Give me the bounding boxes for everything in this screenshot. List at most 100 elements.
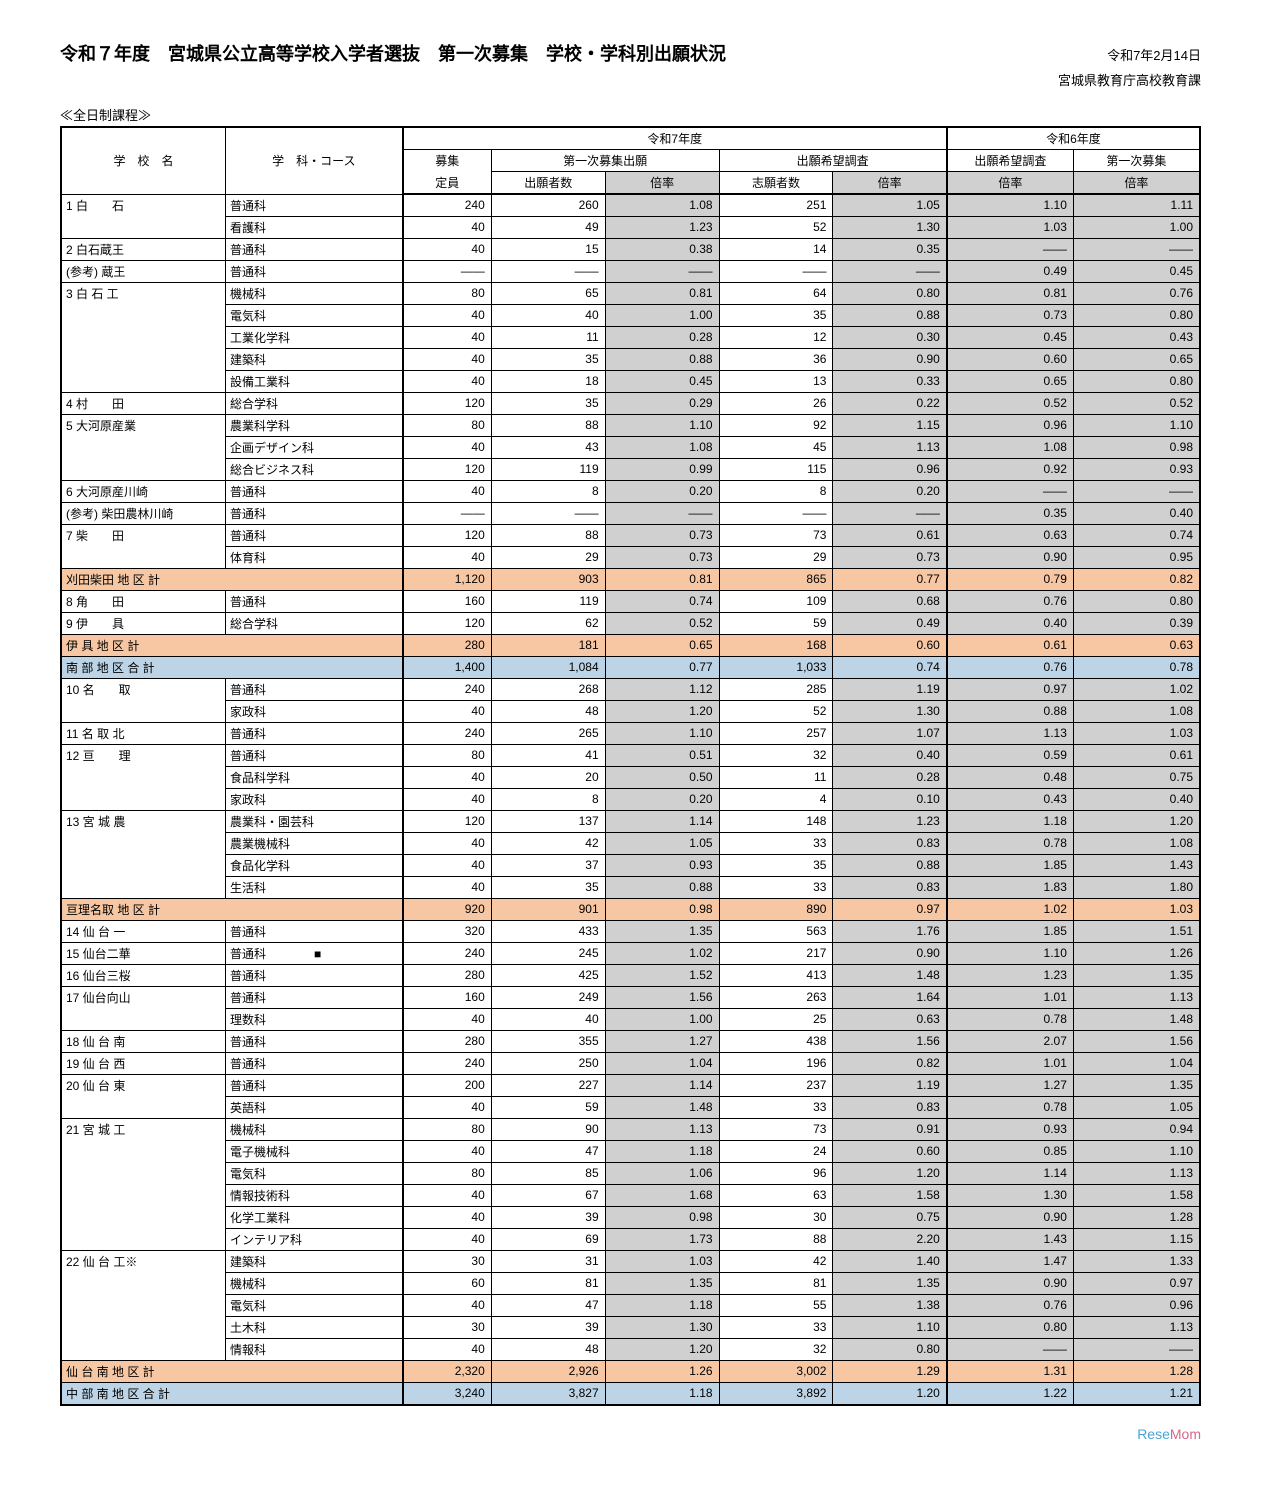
cell-school <box>61 854 226 876</box>
cell-capacity: 320 <box>403 920 492 942</box>
col-r7: 令和7年度 <box>403 127 947 150</box>
table-row: 総合ビジネス科1201190.991150.960.920.93 <box>61 458 1200 480</box>
cell-wish: 8 <box>719 480 833 502</box>
subtotal-label: 亘理名取 地 区 計 <box>61 898 403 920</box>
cell-prev-ratio-2: ―― <box>1073 480 1200 502</box>
cell-prev-ratio-1: 0.90 <box>947 1272 1074 1294</box>
cell-wish: 413 <box>719 964 833 986</box>
cell-wish: 33 <box>719 1316 833 1338</box>
cell-capacity: 240 <box>403 1052 492 1074</box>
cell-wish: 88 <box>719 1228 833 1250</box>
cell-course: 看護科 <box>226 216 403 238</box>
cell-wish-ratio: 0.33 <box>833 370 947 392</box>
cell-capacity: 2,320 <box>403 1360 492 1382</box>
cell-capacity: 40 <box>403 546 492 568</box>
cell-prev-ratio-2: 1.13 <box>1073 986 1200 1008</box>
cell-course: 総合学科 <box>226 392 403 414</box>
table-row: 情報技術科40671.68631.581.301.58 <box>61 1184 1200 1206</box>
cell-wish-ratio: 0.97 <box>833 898 947 920</box>
cell-wish-ratio: 1.07 <box>833 722 947 744</box>
cell-school: 19 仙 台 西 <box>61 1052 226 1074</box>
cell-course: 建築科 <box>226 348 403 370</box>
cell-school <box>61 216 226 238</box>
cell-ratio: ―― <box>605 260 719 282</box>
cell-prev-ratio-1: ―― <box>947 238 1074 260</box>
cell-school <box>61 1294 226 1316</box>
cell-wish-ratio: 1.20 <box>833 1162 947 1184</box>
cell-ratio: 0.77 <box>605 656 719 678</box>
cell-applicants: 1,084 <box>491 656 605 678</box>
cell-prev-ratio-1: ―― <box>947 1338 1074 1360</box>
cell-course: 普通科 <box>226 1030 403 1052</box>
cell-wish: 13 <box>719 370 833 392</box>
cell-wish-ratio: 1.35 <box>833 1272 947 1294</box>
cell-capacity: 280 <box>403 964 492 986</box>
subtotal-label: 南 部 地 区 合 計 <box>61 656 403 678</box>
cell-prev-ratio-2: 1.00 <box>1073 216 1200 238</box>
cell-prev-ratio-1: 1.02 <box>947 898 1074 920</box>
cell-course: 機械科 <box>226 282 403 304</box>
cell-school: 1 白 石 <box>61 194 226 216</box>
cell-wish: 196 <box>719 1052 833 1074</box>
table-row: 土木科30391.30331.100.801.13 <box>61 1316 1200 1338</box>
table-row: 食品化学科40370.93350.881.851.43 <box>61 854 1200 876</box>
cell-wish: 263 <box>719 986 833 1008</box>
cell-course: 普通科 <box>226 238 403 260</box>
cell-school <box>61 1228 226 1250</box>
col-wish-survey: 出願希望調査 <box>719 150 947 172</box>
col-ratio-4: 倍率 <box>1073 172 1200 195</box>
table-row: 17 仙台向山普通科1602491.562631.641.011.13 <box>61 986 1200 1008</box>
cell-wish-ratio: 1.40 <box>833 1250 947 1272</box>
table-row: 建築科40350.88360.900.600.65 <box>61 348 1200 370</box>
cell-wish: 14 <box>719 238 833 260</box>
cell-ratio: 0.50 <box>605 766 719 788</box>
cell-wish-ratio: 0.60 <box>833 1140 947 1162</box>
table-row: 看護科40491.23521.301.031.00 <box>61 216 1200 238</box>
cell-prev-ratio-2: 1.35 <box>1073 964 1200 986</box>
cell-ratio: 1.14 <box>605 810 719 832</box>
cell-ratio: 1.30 <box>605 1316 719 1338</box>
cell-course: 農業科学科 <box>226 414 403 436</box>
cell-prev-ratio-2: 1.28 <box>1073 1360 1200 1382</box>
cell-capacity: 240 <box>403 194 492 216</box>
cell-prev-ratio-2: 0.98 <box>1073 436 1200 458</box>
cell-prev-ratio-2: 1.02 <box>1073 678 1200 700</box>
cell-applicants: 268 <box>491 678 605 700</box>
cell-prev-ratio-2: 0.96 <box>1073 1294 1200 1316</box>
cell-course: 機械科 <box>226 1118 403 1140</box>
cell-course: 普通科 <box>226 502 403 524</box>
cell-wish-ratio: 0.63 <box>833 1008 947 1030</box>
cell-course: 普通科 <box>226 986 403 1008</box>
section-label: ≪全日制課程≫ <box>60 105 1201 124</box>
cell-course: 家政科 <box>226 788 403 810</box>
cell-applicants: 35 <box>491 876 605 898</box>
cell-wish-ratio: 0.88 <box>833 854 947 876</box>
cell-prev-ratio-2: 1.13 <box>1073 1316 1200 1338</box>
cell-ratio: 1.48 <box>605 1096 719 1118</box>
cell-capacity: 40 <box>403 1184 492 1206</box>
cell-capacity: 80 <box>403 1162 492 1184</box>
cell-capacity: 40 <box>403 854 492 876</box>
cell-ratio: 1.35 <box>605 1272 719 1294</box>
cell-applicants: 265 <box>491 722 605 744</box>
cell-wish: 12 <box>719 326 833 348</box>
cell-course: 普通科 <box>226 722 403 744</box>
cell-prev-ratio-1: 0.78 <box>947 1008 1074 1030</box>
cell-school <box>61 766 226 788</box>
cell-ratio: 0.20 <box>605 480 719 502</box>
cell-ratio: 1.20 <box>605 700 719 722</box>
cell-applicants: 47 <box>491 1140 605 1162</box>
table-row: 1 白 石普通科2402601.082511.051.101.11 <box>61 194 1200 216</box>
cell-prev-ratio-1: 1.83 <box>947 876 1074 898</box>
cell-school <box>61 1338 226 1360</box>
cell-prev-ratio-1: 1.27 <box>947 1074 1074 1096</box>
cell-wish: ―― <box>719 260 833 282</box>
table-row: 19 仙 台 西普通科2402501.041960.821.011.04 <box>61 1052 1200 1074</box>
col-ratio-1: 倍率 <box>605 172 719 195</box>
cell-wish: 257 <box>719 722 833 744</box>
cell-course: 家政科 <box>226 700 403 722</box>
cell-prev-ratio-2: 1.04 <box>1073 1052 1200 1074</box>
cell-ratio: 1.05 <box>605 832 719 854</box>
cell-prev-ratio-1: 0.88 <box>947 700 1074 722</box>
table-row: 7 柴 田普通科120880.73730.610.630.74 <box>61 524 1200 546</box>
